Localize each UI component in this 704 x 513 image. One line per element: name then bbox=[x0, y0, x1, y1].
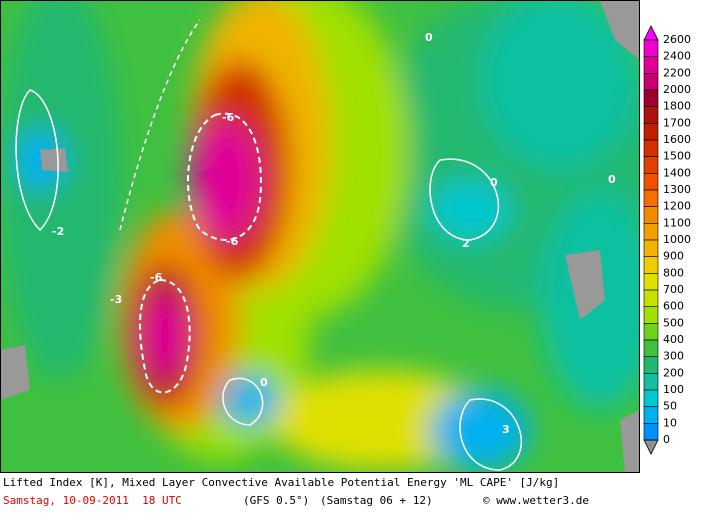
legend-label: 1100 bbox=[663, 216, 691, 229]
footer-credit: © www.wetter3.de bbox=[483, 494, 589, 507]
legend-swatch bbox=[643, 356, 659, 374]
contour-label: 0 bbox=[490, 176, 498, 189]
legend-swatch bbox=[643, 56, 659, 74]
legend-label: 2200 bbox=[663, 66, 691, 79]
contour-label: 3 bbox=[502, 423, 510, 436]
legend-label: 700 bbox=[663, 283, 684, 296]
legend-swatch bbox=[643, 289, 659, 308]
footer-date: Samstag, 10-09-2011 18 UTC bbox=[3, 494, 182, 507]
footer-model: (GFS 0.5°) bbox=[243, 494, 310, 507]
legend-swatch bbox=[643, 123, 659, 141]
contour-label: 0 bbox=[425, 31, 433, 44]
legend-arrow-bottom bbox=[643, 439, 659, 455]
legend-label: 900 bbox=[663, 250, 684, 263]
legend-label: 600 bbox=[663, 300, 684, 313]
footer-run: (Samstag 06 + 12) bbox=[320, 494, 433, 507]
legend-label: 1200 bbox=[663, 200, 691, 213]
legend-label: 500 bbox=[663, 316, 684, 329]
map-field: -6 -6 -6 -3 0 0 0 3 0 2 -2 bbox=[0, 0, 640, 473]
map-frame bbox=[0, 0, 640, 473]
contour-label: -6 bbox=[226, 235, 239, 248]
contour-label: -6 bbox=[150, 271, 163, 284]
legend-label: 800 bbox=[663, 266, 684, 279]
legend-label: 1500 bbox=[663, 150, 691, 163]
contour-label: 0 bbox=[260, 376, 268, 389]
legend-swatch bbox=[643, 423, 659, 441]
legend: 2600240022002000180017001600150014001300… bbox=[643, 25, 691, 455]
legend-label: 1700 bbox=[663, 116, 691, 129]
legend-swatch bbox=[643, 139, 659, 157]
legend-swatch bbox=[643, 206, 659, 224]
legend-swatch bbox=[643, 89, 659, 107]
legend-label: 1300 bbox=[663, 183, 691, 196]
contour-label: -2 bbox=[52, 225, 64, 238]
legend-swatch bbox=[643, 273, 659, 291]
legend-swatch bbox=[643, 156, 659, 174]
legend-swatch bbox=[643, 106, 659, 124]
legend-label: 1400 bbox=[663, 166, 691, 179]
legend-swatch bbox=[643, 39, 659, 57]
legend-swatch bbox=[643, 306, 659, 324]
legend-label: 2600 bbox=[663, 33, 691, 46]
legend-swatch bbox=[643, 239, 659, 258]
legend-swatch bbox=[643, 189, 659, 207]
legend-label: 200 bbox=[663, 366, 684, 379]
legend-swatch bbox=[643, 323, 659, 341]
legend-label: 0 bbox=[663, 433, 670, 446]
legend-swatch bbox=[643, 73, 659, 91]
legend-swatch bbox=[643, 256, 659, 274]
legend-swatch bbox=[643, 373, 659, 391]
legend-swatch bbox=[643, 389, 659, 408]
legend-arrow-top bbox=[643, 25, 659, 41]
contour-label: -6 bbox=[222, 111, 235, 124]
contour-label: -3 bbox=[110, 293, 122, 306]
legend-label: 50 bbox=[663, 400, 677, 413]
legend-label: 1800 bbox=[663, 100, 691, 113]
contours bbox=[15, 19, 522, 471]
legend-label: 100 bbox=[663, 383, 684, 396]
contour-label: 0 bbox=[608, 173, 616, 186]
legend-label: 400 bbox=[663, 333, 684, 346]
footer-description: Lifted Index [K], Mixed Layer Convective… bbox=[3, 476, 560, 489]
legend-swatch bbox=[643, 223, 659, 241]
legend-swatch bbox=[643, 173, 659, 191]
legend-label: 2400 bbox=[663, 50, 691, 63]
map: -6 -6 -6 -3 0 0 0 3 0 2 -2 2600240022002… bbox=[0, 0, 691, 473]
legend-label: 300 bbox=[663, 350, 684, 363]
legend-swatch bbox=[643, 406, 659, 424]
legend-label: 2000 bbox=[663, 83, 691, 96]
legend-label: 1000 bbox=[663, 233, 691, 246]
legend-swatch bbox=[643, 339, 659, 358]
legend-label: 1600 bbox=[663, 133, 691, 146]
legend-label: 10 bbox=[663, 416, 677, 429]
contour-label: 2 bbox=[462, 237, 470, 250]
